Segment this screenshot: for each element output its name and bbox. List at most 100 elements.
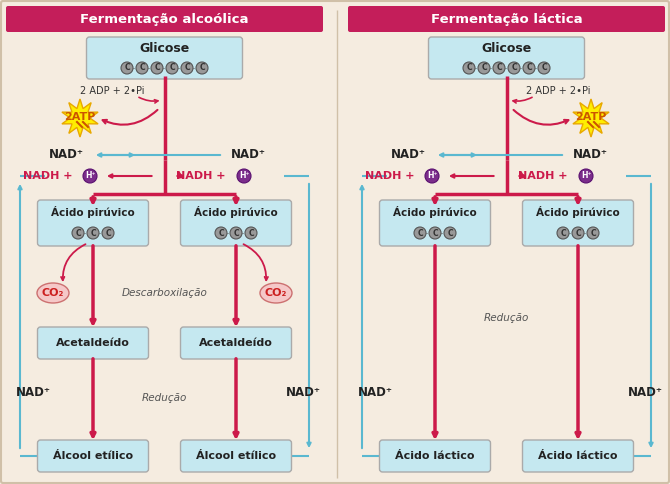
Text: C: C — [199, 63, 205, 73]
Circle shape — [425, 169, 439, 183]
Circle shape — [83, 169, 97, 183]
Text: NAD⁺: NAD⁺ — [230, 149, 265, 162]
Text: Redução: Redução — [142, 393, 187, 403]
FancyBboxPatch shape — [180, 440, 291, 472]
Circle shape — [87, 227, 99, 239]
Polygon shape — [62, 99, 98, 137]
Text: Álcool etílico: Álcool etílico — [196, 451, 276, 461]
Text: C: C — [432, 228, 438, 238]
FancyBboxPatch shape — [180, 200, 291, 246]
Text: CO₂: CO₂ — [265, 288, 287, 298]
Text: NADH +: NADH + — [519, 171, 572, 181]
Circle shape — [587, 227, 599, 239]
Text: C: C — [233, 228, 239, 238]
Text: 2ATP: 2ATP — [64, 112, 96, 122]
Text: C: C — [541, 63, 547, 73]
Circle shape — [151, 62, 163, 74]
Text: C: C — [590, 228, 596, 238]
Text: NAD⁺: NAD⁺ — [572, 149, 608, 162]
Text: C: C — [575, 228, 581, 238]
Text: NAD⁺: NAD⁺ — [628, 387, 663, 399]
Text: C: C — [466, 63, 472, 73]
FancyBboxPatch shape — [523, 440, 634, 472]
Text: C: C — [154, 63, 160, 73]
Text: C: C — [417, 228, 423, 238]
Polygon shape — [573, 99, 609, 137]
Circle shape — [478, 62, 490, 74]
FancyBboxPatch shape — [429, 37, 584, 79]
Text: C: C — [139, 63, 145, 73]
Text: NAD⁺: NAD⁺ — [285, 387, 320, 399]
Circle shape — [136, 62, 148, 74]
Text: 2 ADP + 2•Pi: 2 ADP + 2•Pi — [526, 86, 591, 96]
Circle shape — [196, 62, 208, 74]
Text: H⁺: H⁺ — [84, 171, 95, 181]
Circle shape — [523, 62, 535, 74]
FancyBboxPatch shape — [6, 6, 323, 32]
Text: C: C — [496, 63, 502, 73]
Circle shape — [121, 62, 133, 74]
Text: 2ATP: 2ATP — [576, 112, 607, 122]
FancyBboxPatch shape — [379, 440, 490, 472]
FancyBboxPatch shape — [348, 6, 665, 32]
FancyBboxPatch shape — [38, 327, 149, 359]
Circle shape — [72, 227, 84, 239]
Text: NAD⁺: NAD⁺ — [48, 149, 84, 162]
Text: Ácido láctico: Ácido láctico — [395, 451, 475, 461]
Text: CO₂: CO₂ — [42, 288, 64, 298]
Circle shape — [414, 227, 426, 239]
Circle shape — [166, 62, 178, 74]
FancyBboxPatch shape — [523, 200, 634, 246]
Circle shape — [579, 169, 593, 183]
Text: C: C — [124, 63, 130, 73]
Text: Fermentação alcoólica: Fermentação alcoólica — [80, 13, 249, 26]
Text: C: C — [75, 228, 81, 238]
Text: Acetaldeído: Acetaldeído — [199, 338, 273, 348]
Text: H⁺: H⁺ — [239, 171, 249, 181]
Circle shape — [429, 227, 441, 239]
Text: NAD⁺: NAD⁺ — [15, 387, 50, 399]
Circle shape — [181, 62, 193, 74]
Text: H⁺: H⁺ — [427, 171, 438, 181]
Circle shape — [215, 227, 227, 239]
Text: C: C — [526, 63, 532, 73]
Text: C: C — [105, 228, 111, 238]
Text: NADH +: NADH + — [365, 171, 419, 181]
Text: 2 ADP + 2•Pi: 2 ADP + 2•Pi — [80, 86, 145, 96]
Ellipse shape — [37, 283, 69, 303]
Circle shape — [538, 62, 550, 74]
Circle shape — [245, 227, 257, 239]
Text: Fermentação láctica: Fermentação láctica — [431, 13, 582, 26]
FancyBboxPatch shape — [379, 200, 490, 246]
Circle shape — [493, 62, 505, 74]
Text: Álcool etílico: Álcool etílico — [53, 451, 133, 461]
Circle shape — [572, 227, 584, 239]
Text: NAD⁺: NAD⁺ — [358, 387, 393, 399]
Text: C: C — [447, 228, 453, 238]
Text: Ácido pirúvico: Ácido pirúvico — [51, 206, 135, 218]
Text: Ácido pirúvico: Ácido pirúvico — [536, 206, 620, 218]
Text: Ácido pirúvico: Ácido pirúvico — [393, 206, 477, 218]
Circle shape — [557, 227, 569, 239]
Text: C: C — [511, 63, 517, 73]
Text: NADH +: NADH + — [23, 171, 76, 181]
Text: Ácido pirúvico: Ácido pirúvico — [194, 206, 278, 218]
Text: NADH +: NADH + — [176, 171, 230, 181]
Text: H⁺: H⁺ — [581, 171, 591, 181]
Text: C: C — [560, 228, 565, 238]
FancyBboxPatch shape — [38, 200, 149, 246]
Text: Glicose: Glicose — [139, 43, 190, 56]
Text: C: C — [248, 228, 254, 238]
FancyBboxPatch shape — [86, 37, 243, 79]
Circle shape — [237, 169, 251, 183]
Text: C: C — [481, 63, 487, 73]
Text: Descarboxilação: Descarboxilação — [121, 288, 208, 298]
Text: NAD⁺: NAD⁺ — [391, 149, 425, 162]
FancyBboxPatch shape — [180, 327, 291, 359]
Text: C: C — [170, 63, 175, 73]
Ellipse shape — [260, 283, 292, 303]
Text: Redução: Redução — [484, 313, 529, 323]
Circle shape — [230, 227, 242, 239]
Text: Acetaldeído: Acetaldeído — [56, 338, 130, 348]
Circle shape — [444, 227, 456, 239]
